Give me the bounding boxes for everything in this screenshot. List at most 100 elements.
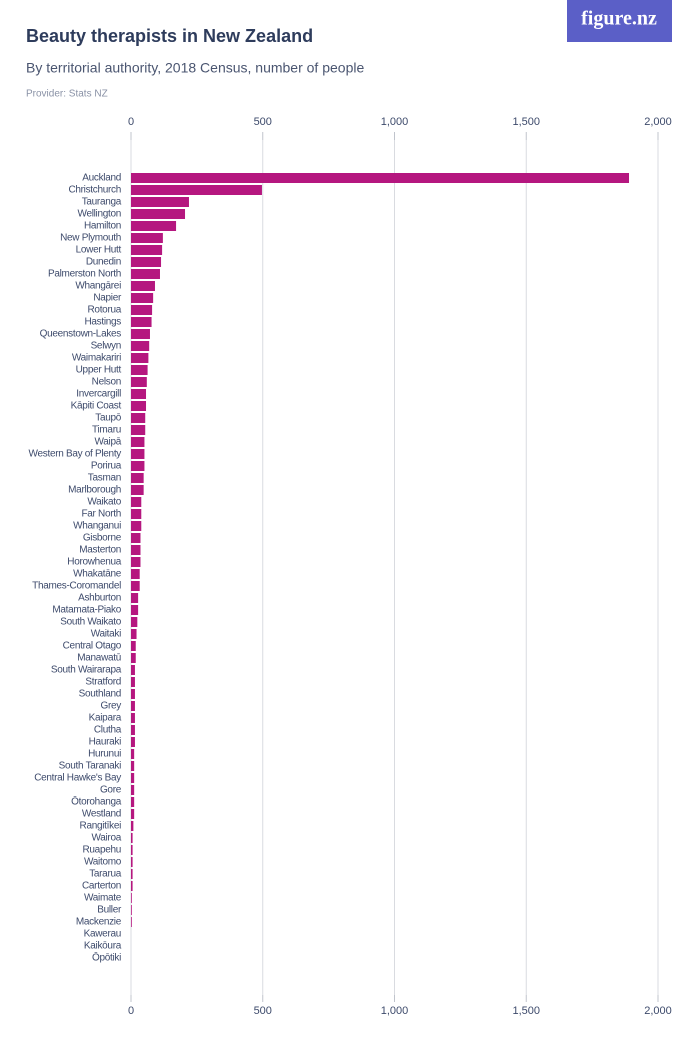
- bar: [131, 197, 189, 207]
- bar: [131, 533, 141, 543]
- y-tick-label: Taupō: [95, 413, 121, 424]
- x-tick-label: 1,500: [512, 1005, 540, 1017]
- y-tick-label: Hamilton: [84, 221, 121, 232]
- bar: [131, 737, 135, 747]
- bar: [131, 257, 162, 267]
- bar: [131, 485, 144, 495]
- y-tick-label: Central Otago: [63, 641, 122, 652]
- y-tick-label: Waitomo: [84, 857, 122, 868]
- y-tick-label: Whangārei: [75, 281, 121, 292]
- x-tick-label: 2,000: [644, 1005, 672, 1017]
- bar: [131, 341, 150, 351]
- y-tick-label: Wellington: [77, 209, 121, 220]
- y-tick-label: Waimate: [84, 893, 122, 904]
- y-tick-label: Waimakariri: [72, 353, 121, 364]
- bar: [131, 449, 145, 459]
- bar: [131, 809, 135, 819]
- y-tick-label: Horowhenua: [67, 557, 121, 568]
- y-tick-label: Tauranga: [82, 197, 122, 208]
- bar: [131, 245, 163, 255]
- bar: [131, 353, 149, 363]
- y-tick-label: Palmerston North: [48, 269, 121, 280]
- bar: [131, 269, 160, 279]
- bar: [131, 473, 144, 483]
- y-tick-label: Upper Hutt: [76, 365, 122, 376]
- bar: [131, 377, 147, 387]
- y-tick-label: Mackenzie: [76, 917, 122, 928]
- y-tick-label: Ruapehu: [83, 845, 122, 856]
- x-tick-label: 1,500: [512, 116, 540, 128]
- bar: [131, 365, 148, 375]
- x-tick-label: 0: [128, 116, 134, 128]
- y-tick-label: Whakatāne: [73, 569, 122, 580]
- y-tick-label: Christchurch: [68, 185, 121, 196]
- y-tick-label: Napier: [93, 293, 122, 304]
- y-tick-label: Gore: [100, 785, 122, 796]
- y-tick-label: South Wairarapa: [51, 665, 122, 676]
- y-tick-label: Selwyn: [91, 341, 121, 352]
- bar: [131, 881, 133, 891]
- bar: [131, 389, 147, 399]
- bar: [131, 665, 135, 675]
- y-tick-label: Nelson: [92, 377, 121, 388]
- x-tick-label: 500: [254, 116, 272, 128]
- y-tick-label: New Plymouth: [60, 233, 121, 244]
- chart-subtitle: By territorial authority, 2018 Census, n…: [26, 60, 364, 76]
- y-tick-label: Manawatū: [77, 653, 121, 664]
- y-tick-label: Waikato: [87, 497, 121, 508]
- y-tick-label: Timaru: [92, 425, 121, 436]
- bar: [131, 557, 141, 567]
- bar: [131, 317, 152, 327]
- bar: [131, 497, 142, 507]
- y-tick-label: Stratford: [85, 677, 121, 688]
- bar: [131, 605, 139, 615]
- bar: [131, 857, 133, 867]
- bar: [131, 641, 136, 651]
- bar: [131, 413, 146, 423]
- y-tick-label: Central Hawke's Bay: [34, 773, 121, 784]
- bar: [131, 509, 142, 519]
- logo: figure.nz: [581, 8, 657, 30]
- y-tick-label: Western Bay of Plenty: [29, 449, 122, 460]
- y-tick-label: Wairoa: [91, 833, 121, 844]
- bar: [131, 833, 133, 843]
- y-tick-label: Rotorua: [88, 305, 122, 316]
- y-tick-label: Grey: [101, 701, 122, 712]
- bar: [131, 689, 135, 699]
- y-tick-label: Thames-Coromandel: [32, 581, 121, 592]
- bar: [131, 749, 135, 759]
- bar: [131, 905, 132, 915]
- y-tick-label: Hastings: [84, 317, 121, 328]
- x-tick-label: 2,000: [644, 116, 672, 128]
- y-tick-label: South Waikato: [60, 617, 122, 628]
- bar: [131, 281, 155, 291]
- y-tick-label: Waitaki: [91, 629, 121, 640]
- y-tick-label: Far North: [81, 509, 121, 520]
- bar: [131, 233, 163, 243]
- bar: [131, 569, 140, 579]
- y-tick-label: Rangitīkei: [80, 821, 122, 832]
- bar: [131, 773, 135, 783]
- y-tick-label: Marlborough: [68, 485, 121, 496]
- bar: [131, 581, 140, 591]
- bar: [131, 893, 132, 903]
- bar: [131, 713, 135, 723]
- y-tick-label: Dunedin: [86, 257, 121, 268]
- y-tick-label: Invercargill: [76, 389, 121, 400]
- y-tick-label: Kawerau: [84, 929, 121, 940]
- bar: [131, 725, 135, 735]
- bar: [131, 653, 136, 663]
- bar: [131, 293, 154, 303]
- y-tick-label: Buller: [97, 905, 122, 916]
- bar: [131, 401, 147, 411]
- y-tick-label: Queenstown-Lakes: [40, 329, 122, 340]
- y-tick-label: Kaipara: [89, 713, 122, 724]
- bar: [131, 437, 145, 447]
- chart-title: Beauty therapists in New Zealand: [26, 26, 313, 46]
- bar: [131, 593, 139, 603]
- y-tick-label: Carterton: [82, 881, 121, 892]
- bar: [131, 869, 133, 879]
- y-tick-label: Westland: [82, 809, 121, 820]
- bar: [131, 461, 145, 471]
